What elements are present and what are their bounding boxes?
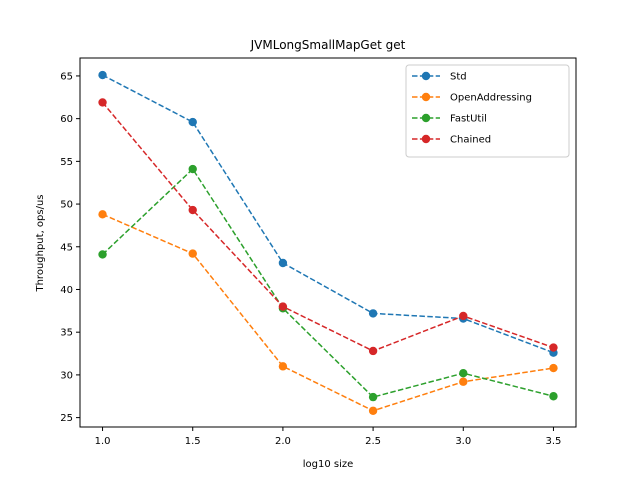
x-axis-label: log10 size [303,459,354,470]
data-point-fastutil [98,250,107,259]
data-point-openaddressing [459,377,468,386]
legend-label: OpenAddressing [450,93,532,104]
y-tick-label: 60 [60,114,73,125]
series-line-std [102,74,554,354]
data-point-std [278,258,288,268]
legend-marker [421,71,431,81]
data-point-openaddressing [368,406,378,415]
series-line-fastutil [102,167,554,398]
data-point-std [368,309,378,318]
series-line-chained [101,101,554,352]
legend-item-chained: Chained [412,135,491,146]
legend-label: Chained [450,135,491,146]
data-point-openaddressing [188,249,197,258]
legend-marker [421,134,431,144]
data-point-chained [278,302,288,311]
series-line-openaddressing [102,213,554,412]
y-tick-label: 25 [60,413,73,424]
legend-box [405,64,570,158]
x-tick-label: 2.0 [275,436,291,447]
y-tick-label: 50 [60,200,73,211]
series-chained [98,98,558,356]
legend-item-std: Std [412,72,467,83]
data-point-fastutil [459,368,468,378]
y-tick-label: 65 [60,71,73,82]
legend-item-openaddressing: OpenAddressing [412,93,532,104]
x-tick-label: 1.0 [95,436,111,447]
data-point-chained [188,205,197,215]
y-axis-label: Throughput, ops/us [35,194,46,292]
data-point-chained [549,343,558,352]
x-tick-label: 2.5 [365,436,381,447]
legend-marker [421,113,431,123]
y-tick-label: 35 [60,328,73,339]
legend-label: FastUtil [450,114,487,125]
y-axis-ticks: 25 30 35 40 45 50 55 60 65 [60,71,80,424]
series-layer [98,70,558,415]
data-point-chained [368,346,378,356]
data-point-chained [459,311,468,321]
legend: Std OpenAddressing FastUtil Chained [405,64,570,158]
x-tick-label: 3.5 [546,436,562,447]
data-point-chained [98,98,107,107]
y-tick-label: 45 [60,242,73,253]
data-point-openaddressing [549,363,558,373]
y-tick-label: 30 [60,370,73,381]
legend-label: Std [450,72,467,83]
y-tick-label: 40 [60,285,73,296]
data-point-fastutil [188,164,197,174]
legend-marker [421,92,431,102]
x-tick-label: 3.0 [455,436,471,447]
y-tick-label: 55 [60,157,73,168]
legend-item-fastutil: FastUtil [412,114,487,125]
data-point-std [188,117,197,127]
data-point-openaddressing [98,210,107,219]
x-tick-label: 1.5 [185,436,201,447]
chart-title: JVMLongSmallMapGet get [250,38,406,52]
data-point-fastutil [549,392,558,401]
data-point-fastutil [368,392,378,402]
data-point-std [98,70,107,80]
plot-frame [79,57,577,428]
series-openaddressing [98,210,558,415]
x-axis-ticks: 1.0 1.5 2.0 2.5 3.0 3.5 [95,427,562,447]
data-point-openaddressing [278,362,288,371]
